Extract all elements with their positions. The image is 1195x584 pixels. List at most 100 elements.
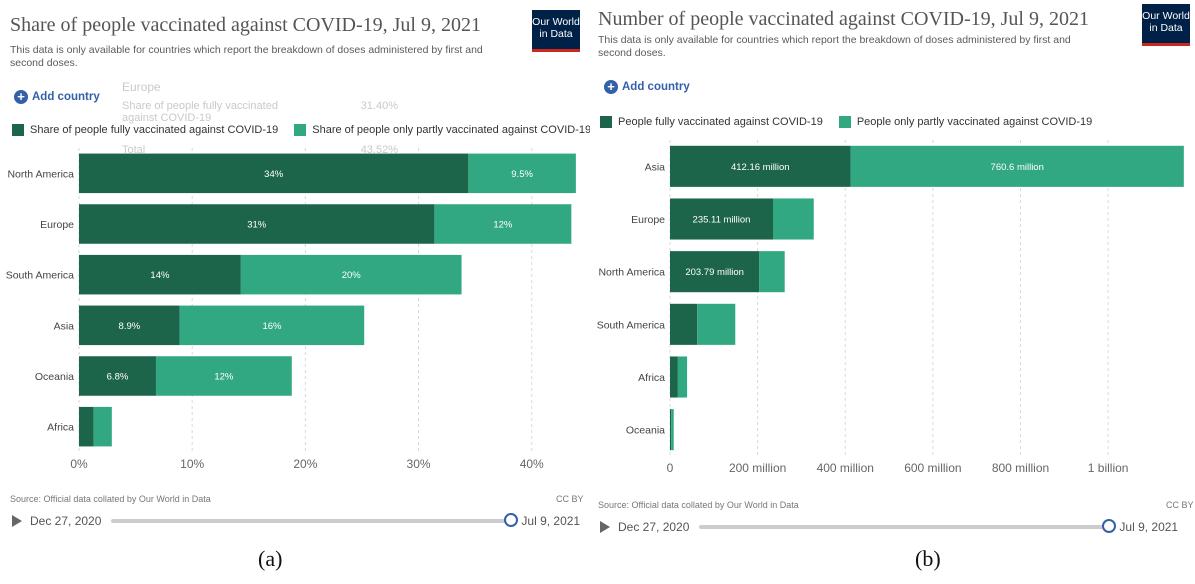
timeline-end: Jul 9, 2021 bbox=[1119, 520, 1179, 534]
bar-group bbox=[670, 409, 672, 451]
owid-logo[interactable]: Our World in Data bbox=[1142, 4, 1190, 46]
chart-title: Share of people vaccinated against COVID… bbox=[10, 14, 481, 36]
bar-group bbox=[468, 153, 576, 194]
category-label-africa: Africa bbox=[47, 422, 74, 434]
x-tick-label: 600 million bbox=[904, 461, 961, 475]
bar-africa-series-0 bbox=[670, 356, 678, 398]
bar-group bbox=[79, 406, 94, 447]
tooltip-row-value: 31.40% bbox=[360, 100, 398, 112]
legend-label-fully: Share of people fully vaccinated against… bbox=[30, 124, 279, 136]
data-label-south-america-series-0: 14% bbox=[150, 270, 170, 281]
bar-group bbox=[850, 145, 1184, 187]
plus-circle-icon: + bbox=[14, 90, 28, 104]
bar-europe-series-1 bbox=[434, 204, 572, 244]
bar-group bbox=[240, 254, 462, 295]
category-label-oceania: Oceania bbox=[626, 425, 665, 437]
bar-south-america-series-0 bbox=[79, 254, 241, 295]
bar-group bbox=[93, 406, 112, 447]
legend-item-fully[interactable]: People fully vaccinated against COVID-19 bbox=[600, 116, 823, 128]
category-label-oceania: Oceania bbox=[35, 371, 74, 383]
bar-africa-series-1 bbox=[93, 406, 112, 447]
bar-group bbox=[671, 409, 674, 451]
chart-panel-b: Number of people vaccinated against COVI… bbox=[590, 0, 1195, 540]
source-note: Source: Official data collated by Our Wo… bbox=[10, 494, 211, 504]
add-country-button[interactable]: + Add country bbox=[604, 80, 690, 94]
data-label-north-america-series-0: 34% bbox=[264, 169, 284, 180]
data-label-north-america-series-1: 9.5% bbox=[511, 169, 533, 180]
legend-swatch-partly bbox=[838, 116, 851, 128]
category-label-north-america: North America bbox=[598, 267, 665, 279]
chart-subtitle: This data is only available for countrie… bbox=[598, 34, 1071, 59]
category-label-south-america: South America bbox=[597, 319, 665, 331]
data-label-oceania-series-1: 12% bbox=[214, 372, 234, 383]
bar-oceania-series-1 bbox=[155, 356, 292, 396]
timeline-track[interactable] bbox=[111, 513, 519, 527]
bar-group bbox=[670, 145, 851, 187]
bar-group bbox=[79, 153, 469, 194]
data-label-asia-series-1: 16% bbox=[262, 321, 282, 332]
license-label[interactable]: CC BY bbox=[556, 494, 584, 504]
owid-logo[interactable]: Our World in Data bbox=[532, 10, 580, 52]
data-label-north-america-series-0: 203.79 million bbox=[685, 267, 744, 278]
data-label-asia-series-1: 760.6 million bbox=[991, 162, 1044, 173]
bar-group bbox=[670, 251, 760, 293]
category-label-africa: Africa bbox=[638, 372, 665, 384]
category-label-north-america: North America bbox=[7, 168, 74, 180]
plus-circle-icon: + bbox=[604, 80, 618, 94]
legend-swatch-partly bbox=[294, 124, 307, 136]
logo-line-1: Our World bbox=[1142, 10, 1190, 22]
legend-item-partly[interactable]: People only partly vaccinated against CO… bbox=[838, 116, 1093, 128]
data-label-europe-series-0: 235.11 million bbox=[693, 215, 751, 226]
bar-asia-series-1 bbox=[850, 145, 1184, 187]
bar-oceania-series-0 bbox=[79, 356, 156, 396]
logo-line-2: in Data bbox=[539, 28, 573, 40]
tooltip-total-value: 43.52% bbox=[360, 144, 398, 156]
legend-swatch-fully bbox=[12, 124, 24, 136]
bar-south-america-series-1 bbox=[240, 254, 462, 295]
license-label[interactable]: CC BY bbox=[1166, 500, 1194, 510]
tooltip-row-label: Share of people fully vaccinated against… bbox=[122, 100, 278, 124]
legend-item-fully[interactable]: Share of people fully vaccinated against… bbox=[12, 124, 278, 136]
category-label-asia: Asia bbox=[645, 161, 666, 173]
x-tick-label: 10% bbox=[180, 457, 204, 471]
play-icon[interactable] bbox=[600, 521, 610, 533]
add-country-label: Add country bbox=[32, 91, 100, 103]
x-tick-label: 20% bbox=[293, 457, 317, 471]
legend-label-fully: People fully vaccinated against COVID-19 bbox=[618, 116, 823, 128]
x-tick-label: 400 million bbox=[817, 461, 874, 475]
logo-line-1: Our World bbox=[532, 16, 580, 28]
bar-europe-series-0 bbox=[670, 198, 774, 240]
bar-group bbox=[179, 305, 365, 346]
bar-south-america-series-1 bbox=[697, 303, 736, 345]
bar-south-america-series-0 bbox=[670, 303, 698, 345]
legend-item-partly[interactable]: Share of people only partly vaccinated a… bbox=[294, 124, 591, 136]
category-label-south-america: South America bbox=[6, 270, 74, 282]
bar-north-america-series-0 bbox=[670, 251, 760, 293]
chart-title: Number of people vaccinated against COVI… bbox=[598, 8, 1089, 30]
add-country-label: Add country bbox=[622, 81, 690, 93]
bar-group bbox=[697, 303, 736, 345]
legend-label-partly: People only partly vaccinated against CO… bbox=[856, 116, 1093, 128]
chart-subtitle: This data is only available for countrie… bbox=[10, 44, 483, 69]
data-label-oceania-series-0: 6.8% bbox=[107, 372, 129, 383]
legend: Share of people fully vaccinated against… bbox=[12, 124, 601, 136]
play-icon[interactable] bbox=[12, 515, 22, 527]
bar-africa-series-1 bbox=[677, 356, 688, 398]
timeline-handle[interactable] bbox=[504, 513, 519, 527]
bar-group bbox=[773, 198, 814, 240]
data-label-asia-series-0: 412.16 million bbox=[731, 162, 790, 173]
bar-group bbox=[79, 305, 180, 346]
x-tick-label: 200 million bbox=[729, 461, 786, 475]
add-country-button[interactable]: + Add country bbox=[14, 90, 100, 104]
timeline-track[interactable] bbox=[699, 519, 1117, 533]
x-tick-label: 1 billion bbox=[1088, 461, 1129, 475]
bar-group bbox=[670, 198, 774, 240]
bar-oceania-series-0 bbox=[670, 409, 672, 451]
source-note: Source: Official data collated by Our Wo… bbox=[598, 500, 799, 510]
x-tick-label: 800 million bbox=[992, 461, 1049, 475]
legend: People fully vaccinated against COVID-19… bbox=[600, 116, 1102, 128]
stacked-bar-chart-a: 0% 10% 20% 30% 40% North America 34% 9.5% Europe… bbox=[6, 148, 576, 471]
caption-b: (b) bbox=[915, 546, 941, 571]
bar-asia-series-0 bbox=[79, 305, 180, 346]
timeline-handle[interactable] bbox=[1102, 519, 1117, 533]
